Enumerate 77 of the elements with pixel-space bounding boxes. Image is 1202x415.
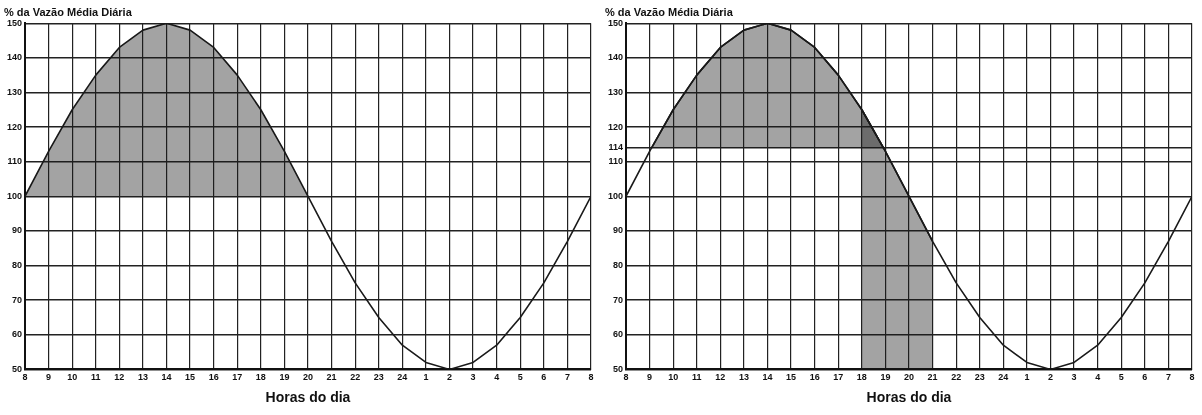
y-tick-label: 80 xyxy=(12,260,23,271)
x-tick-label: 21 xyxy=(927,372,938,383)
y-tick-label: 50 xyxy=(12,363,23,374)
x-tick-label: 17 xyxy=(833,372,844,383)
y-tick-label: 130 xyxy=(607,86,624,97)
y-tick-label: 60 xyxy=(613,329,624,340)
x-tick-label: 13 xyxy=(137,372,148,383)
y-tick-label: 120 xyxy=(607,121,624,132)
x-tick-label: 17 xyxy=(232,372,243,383)
x-tick-label: 2 xyxy=(1048,372,1054,383)
x-tick-label: 9 xyxy=(647,372,653,383)
x-tick-label: 18 xyxy=(856,372,867,383)
x-tick-label: 15 xyxy=(185,372,196,383)
x-tick-label: 24 xyxy=(397,372,408,383)
x-tick-label: 4 xyxy=(494,372,500,383)
x-tick-label: 9 xyxy=(46,372,52,383)
x-tick-label: 1 xyxy=(1024,372,1030,383)
y-tick-label: 100 xyxy=(607,190,624,201)
x-tick-label: 18 xyxy=(255,372,266,383)
x-tick-label: 19 xyxy=(880,372,891,383)
y-tick-label: 140 xyxy=(607,52,624,63)
x-tick-label: 20 xyxy=(904,372,915,383)
x-tick-label: 11 xyxy=(692,372,702,383)
x-tick-label: 7 xyxy=(1165,372,1171,383)
x-tick-label: 12 xyxy=(715,372,726,383)
y-tick-label: 80 xyxy=(613,260,624,271)
x-tick-label: 22 xyxy=(350,372,361,383)
x-tick-label: 10 xyxy=(668,372,679,383)
x-tick-label: 1 xyxy=(423,372,429,383)
y-tick-label: 50 xyxy=(613,363,624,374)
x-tick-label: 5 xyxy=(517,372,523,383)
y-tick-label: 150 xyxy=(607,17,624,28)
y-tick-label: 120 xyxy=(6,121,23,132)
x-tick-label: 3 xyxy=(1071,372,1077,383)
x-tick-label: 12 xyxy=(114,372,125,383)
y-tick-label: 110 xyxy=(608,156,624,167)
x-tick-label: 11 xyxy=(91,372,101,383)
x-axis-title: Horas do dia xyxy=(866,389,952,406)
y-tick-label: 130 xyxy=(6,86,23,97)
x-tick-label: 21 xyxy=(326,372,337,383)
y-tick-label: 70 xyxy=(613,294,624,305)
x-tick-label: 19 xyxy=(279,372,290,383)
y-tick-label: 110 xyxy=(7,156,23,167)
x-tick-label: 8 xyxy=(588,372,594,383)
y-tick-label: 60 xyxy=(12,329,23,340)
y-tick-label: 90 xyxy=(12,225,23,236)
y-tick-label: 70 xyxy=(12,294,23,305)
x-tick-label: 6 xyxy=(1142,372,1148,383)
x-tick-label: 8 xyxy=(22,372,28,383)
x-tick-label: 14 xyxy=(161,372,172,383)
x-tick-label: 10 xyxy=(67,372,78,383)
x-tick-label: 16 xyxy=(208,372,219,383)
y-tick-label: 114 xyxy=(608,142,624,153)
x-tick-label: 16 xyxy=(809,372,820,383)
y-tick-label: 90 xyxy=(613,225,624,236)
x-tick-label: 8 xyxy=(1189,372,1195,383)
x-tick-label: 23 xyxy=(373,372,384,383)
x-tick-label: 7 xyxy=(564,372,570,383)
x-tick-label: 3 xyxy=(470,372,476,383)
x-tick-label: 14 xyxy=(762,372,773,383)
x-tick-label: 24 xyxy=(998,372,1009,383)
x-tick-label: 13 xyxy=(738,372,749,383)
y-tick-label: 150 xyxy=(6,17,23,28)
y-tick-label: 140 xyxy=(6,52,23,63)
x-tick-label: 5 xyxy=(1118,372,1124,383)
x-tick-label: 22 xyxy=(951,372,962,383)
x-tick-label: 4 xyxy=(1095,372,1101,383)
x-tick-label: 6 xyxy=(541,372,547,383)
chart-title: % da Vazão Média Diária xyxy=(605,5,734,18)
x-tick-label: 20 xyxy=(303,372,314,383)
y-tick-label: 100 xyxy=(6,190,23,201)
x-tick-label: 15 xyxy=(786,372,797,383)
x-tick-label: 8 xyxy=(623,372,629,383)
chart-title: % da Vazão Média Diária xyxy=(4,5,133,18)
x-axis-title: Horas do dia xyxy=(265,389,351,406)
x-tick-label: 23 xyxy=(974,372,985,383)
x-tick-label: 2 xyxy=(447,372,453,383)
